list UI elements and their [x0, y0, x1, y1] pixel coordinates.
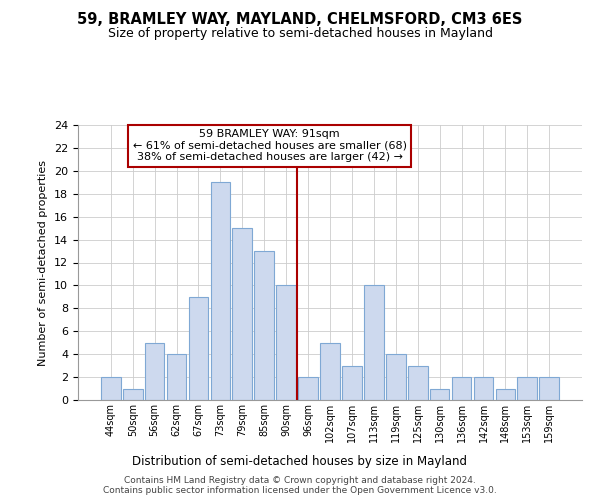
Bar [167, 354, 187, 400]
Bar [188, 297, 208, 400]
Bar [539, 377, 559, 400]
Bar [496, 388, 515, 400]
Bar [254, 251, 274, 400]
Bar [145, 342, 164, 400]
Text: 59, BRAMLEY WAY, MAYLAND, CHELMSFORD, CM3 6ES: 59, BRAMLEY WAY, MAYLAND, CHELMSFORD, CM… [77, 12, 523, 28]
Text: Size of property relative to semi-detached houses in Mayland: Size of property relative to semi-detach… [107, 28, 493, 40]
Text: Contains HM Land Registry data © Crown copyright and database right 2024.
Contai: Contains HM Land Registry data © Crown c… [103, 476, 497, 495]
Bar [298, 377, 318, 400]
Bar [517, 377, 537, 400]
Bar [342, 366, 362, 400]
Bar [101, 377, 121, 400]
Text: Distribution of semi-detached houses by size in Mayland: Distribution of semi-detached houses by … [133, 454, 467, 468]
Text: 59 BRAMLEY WAY: 91sqm
← 61% of semi-detached houses are smaller (68)
38% of semi: 59 BRAMLEY WAY: 91sqm ← 61% of semi-deta… [133, 129, 407, 162]
Bar [452, 377, 472, 400]
Bar [211, 182, 230, 400]
Bar [408, 366, 428, 400]
Bar [473, 377, 493, 400]
Bar [320, 342, 340, 400]
Bar [386, 354, 406, 400]
Bar [276, 286, 296, 400]
Bar [364, 286, 384, 400]
Y-axis label: Number of semi-detached properties: Number of semi-detached properties [38, 160, 49, 366]
Bar [123, 388, 143, 400]
Bar [430, 388, 449, 400]
Bar [232, 228, 252, 400]
